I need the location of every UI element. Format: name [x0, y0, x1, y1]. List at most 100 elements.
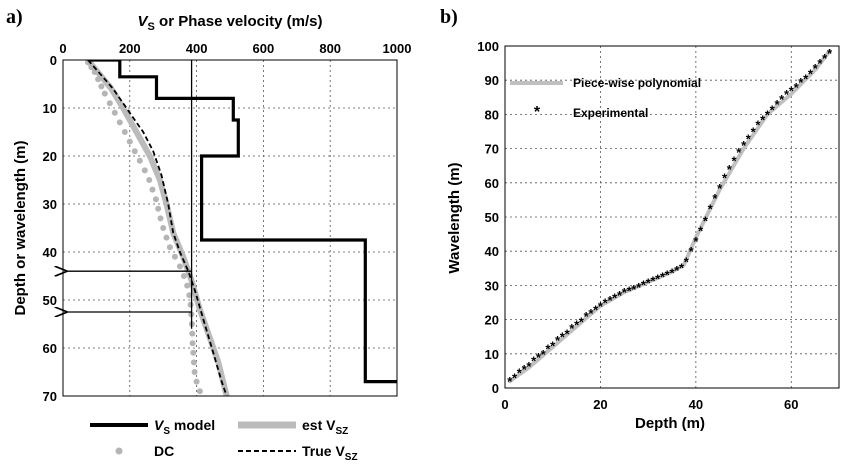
panel-b-x-tick-label-0: 0: [501, 397, 508, 412]
panel-b-series-experimental-point-65: *: [817, 56, 823, 71]
panel-b-series-experimental-point-9: *: [550, 338, 556, 353]
panel-a-series-dc-point-2: [91, 69, 98, 75]
legend-label-true-vsz: True VSZ: [302, 443, 358, 462]
panel-a-series-dc-point-33: [190, 359, 197, 366]
panel-b-series-experimental-point-55: *: [770, 102, 776, 117]
panel-a-series-dc-point-21: [166, 244, 173, 251]
panel-a-series-dc-point-6: [106, 100, 113, 107]
panel-a-series-dc-point-5: [101, 90, 108, 97]
panel-a-y-tick-label-20: 20: [43, 149, 57, 164]
panel-b-series-experimental-point-21: *: [607, 293, 613, 308]
panel-b-series-experimental-point-63: *: [808, 66, 814, 81]
panel-b-series-experimental-point-10: *: [555, 333, 561, 348]
panel-a-x-axis-title-rest: or Phase velocity (m/s): [155, 13, 323, 30]
panel-a-y-tick-label-70: 70: [43, 389, 57, 404]
panel-b-series-experimental-point-62: *: [803, 72, 809, 87]
panel-a-series-dc-point-35: [193, 378, 200, 385]
panel-b-series-experimental-point-18: *: [593, 302, 599, 317]
panel-b-y-tick-label-40: 40: [485, 244, 499, 259]
panel-a-x-axis-title-main: V: [138, 13, 150, 30]
panel-b-series-experimental-point-8: *: [545, 342, 551, 357]
panel-b-series-experimental-point-54: *: [765, 107, 771, 122]
panel-a-annotations: [66, 60, 193, 329]
panel-b-series-experimental-point-60: *: [794, 80, 800, 95]
panel-b-series-experimental-point-66: *: [822, 51, 828, 66]
panel-b-x-tick-label-20: 20: [593, 397, 607, 412]
panel-b-series-experimental-point-7: *: [541, 347, 547, 362]
panel-a-series-dc-point-18: [157, 215, 164, 222]
panel-b-y-tick-label-10: 10: [485, 347, 499, 362]
panel-b-y-tick-label-20: 20: [485, 313, 499, 328]
panel-b-grid: [505, 46, 839, 388]
panel-b-series-experimental-point-19: *: [598, 299, 604, 314]
panel-a-series-dc-point-34: [191, 369, 198, 375]
panel-b: b) Wavelength (m) Depth (m) 0 20 40 60 0 10 2…: [440, 6, 840, 432]
panel-a-series-dc-point-4: [98, 83, 105, 90]
legend-label-piecewise: Piece-wise polynomial: [573, 76, 701, 90]
panel-a-series-dc-point-10: [126, 138, 133, 145]
panel-b-series-experimental-point-53: *: [760, 113, 766, 128]
panel-a-x-ticks: 0 200 400 600 800 1000: [59, 41, 411, 56]
panel-b-series-experimental-point-36: *: [679, 260, 685, 275]
panel-a-series-dc-point-16: [152, 196, 159, 203]
panel-b-series-experimental-point-24: *: [622, 285, 628, 300]
panel-a-series-dc-point-3: [95, 76, 102, 83]
panel-b-y-axis-title: Wavelength (m): [446, 162, 463, 273]
panel-a-series: [85, 60, 397, 396]
panel-b-series-experimental-point-27: *: [636, 280, 642, 295]
panel-a-series-dc-point-7: [111, 109, 118, 116]
panel-a-series-dc-point-27: [187, 301, 194, 308]
panel-b-series-experimental-point-15: *: [579, 314, 585, 329]
panel-b-series-piece-wise-polynomial: [507, 49, 832, 384]
panel-b-series-experimental-point-50: *: [746, 131, 752, 146]
panel-b-series-experimental-point-30: *: [650, 274, 656, 289]
panel-a-x-tick-label-800: 800: [319, 41, 341, 56]
panel-b-series-experimental-point-4: *: [526, 359, 532, 374]
panel-b-series-experimental-point-47: *: [731, 154, 737, 169]
panel-a-series-dc-point-13: [141, 167, 148, 174]
panel-b-x-ticks: 0 20 40 60: [501, 397, 798, 412]
panel-b-series-experimental-point-40: *: [698, 224, 704, 239]
panel-a-series-dc-point-12: [136, 157, 143, 164]
panel-a-series-dc-point-32: [190, 349, 197, 356]
panel-b-series-experimental-point-57: *: [779, 92, 785, 107]
panel-b-series-experimental-point-5: *: [531, 354, 537, 369]
panel-b-series-experimental-point-17: *: [588, 306, 594, 321]
panel-a-series-dc-point-14: [146, 177, 153, 183]
panel-a-y-ticks: 0 10 20 30 40 50 60 70: [43, 53, 57, 404]
panel-a-y-tick-label-30: 30: [43, 197, 57, 212]
panel-a-series-dc-point-1: [88, 64, 95, 71]
panel-b-series-experimental-point-28: *: [641, 278, 647, 293]
panel-b-series-experimental-point-45: *: [722, 171, 728, 186]
legend-swatch-experimental: *: [534, 104, 541, 121]
panel-a-plot-frame: [62, 59, 398, 397]
panel-a-y-tick-label-10: 10: [43, 101, 57, 116]
panel-b-series-experimental-point-38: *: [689, 244, 695, 259]
panel-b-series-experimental-point-39: *: [693, 234, 699, 249]
panel-a-x-tick-label-600: 600: [253, 41, 275, 56]
panel-b-series-experimental-point-6: *: [536, 350, 542, 365]
panel-a-x-tick-label-0: 0: [59, 41, 66, 56]
panel-b-series-experimental-point-58: *: [784, 87, 790, 102]
legend-label-dc: DC: [154, 443, 174, 459]
panel-b-series-experimental-point-52: *: [755, 118, 761, 133]
panel-b-series-experimental-point-44: *: [717, 181, 723, 196]
panel-b-series-experimental-point-34: *: [669, 265, 675, 280]
panel-a-label: a): [6, 6, 23, 28]
panel-b-series-experimental-point-12: *: [564, 326, 570, 341]
panel-b-label: b): [440, 6, 458, 28]
panel-a-y-tick-label-0: 0: [50, 53, 57, 68]
panel-b-series-experimental-point-49: *: [741, 138, 747, 153]
panel-b-series-experimental-point-37: *: [684, 255, 690, 270]
legend-label-experimental: Experimental: [573, 106, 648, 120]
panel-b-y-tick-label-80: 80: [485, 107, 499, 122]
panel-b-y-tick-label-30: 30: [485, 278, 499, 293]
panel-a-y-axis-title: Depth or wavelength (m): [12, 140, 29, 315]
panel-b-series-experimental-point-41: *: [703, 213, 709, 228]
panel-a-series-dc-point-36: [196, 388, 203, 395]
panel-b-series-experimental-point-56: *: [774, 97, 780, 112]
panel-b-series-experimental-point-20: *: [603, 296, 609, 311]
panel-b-series-experimental-point-42: *: [708, 201, 714, 216]
